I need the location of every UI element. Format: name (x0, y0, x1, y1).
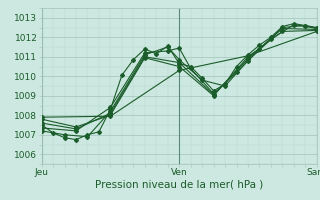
X-axis label: Pression niveau de la mer( hPa ): Pression niveau de la mer( hPa ) (95, 180, 263, 190)
